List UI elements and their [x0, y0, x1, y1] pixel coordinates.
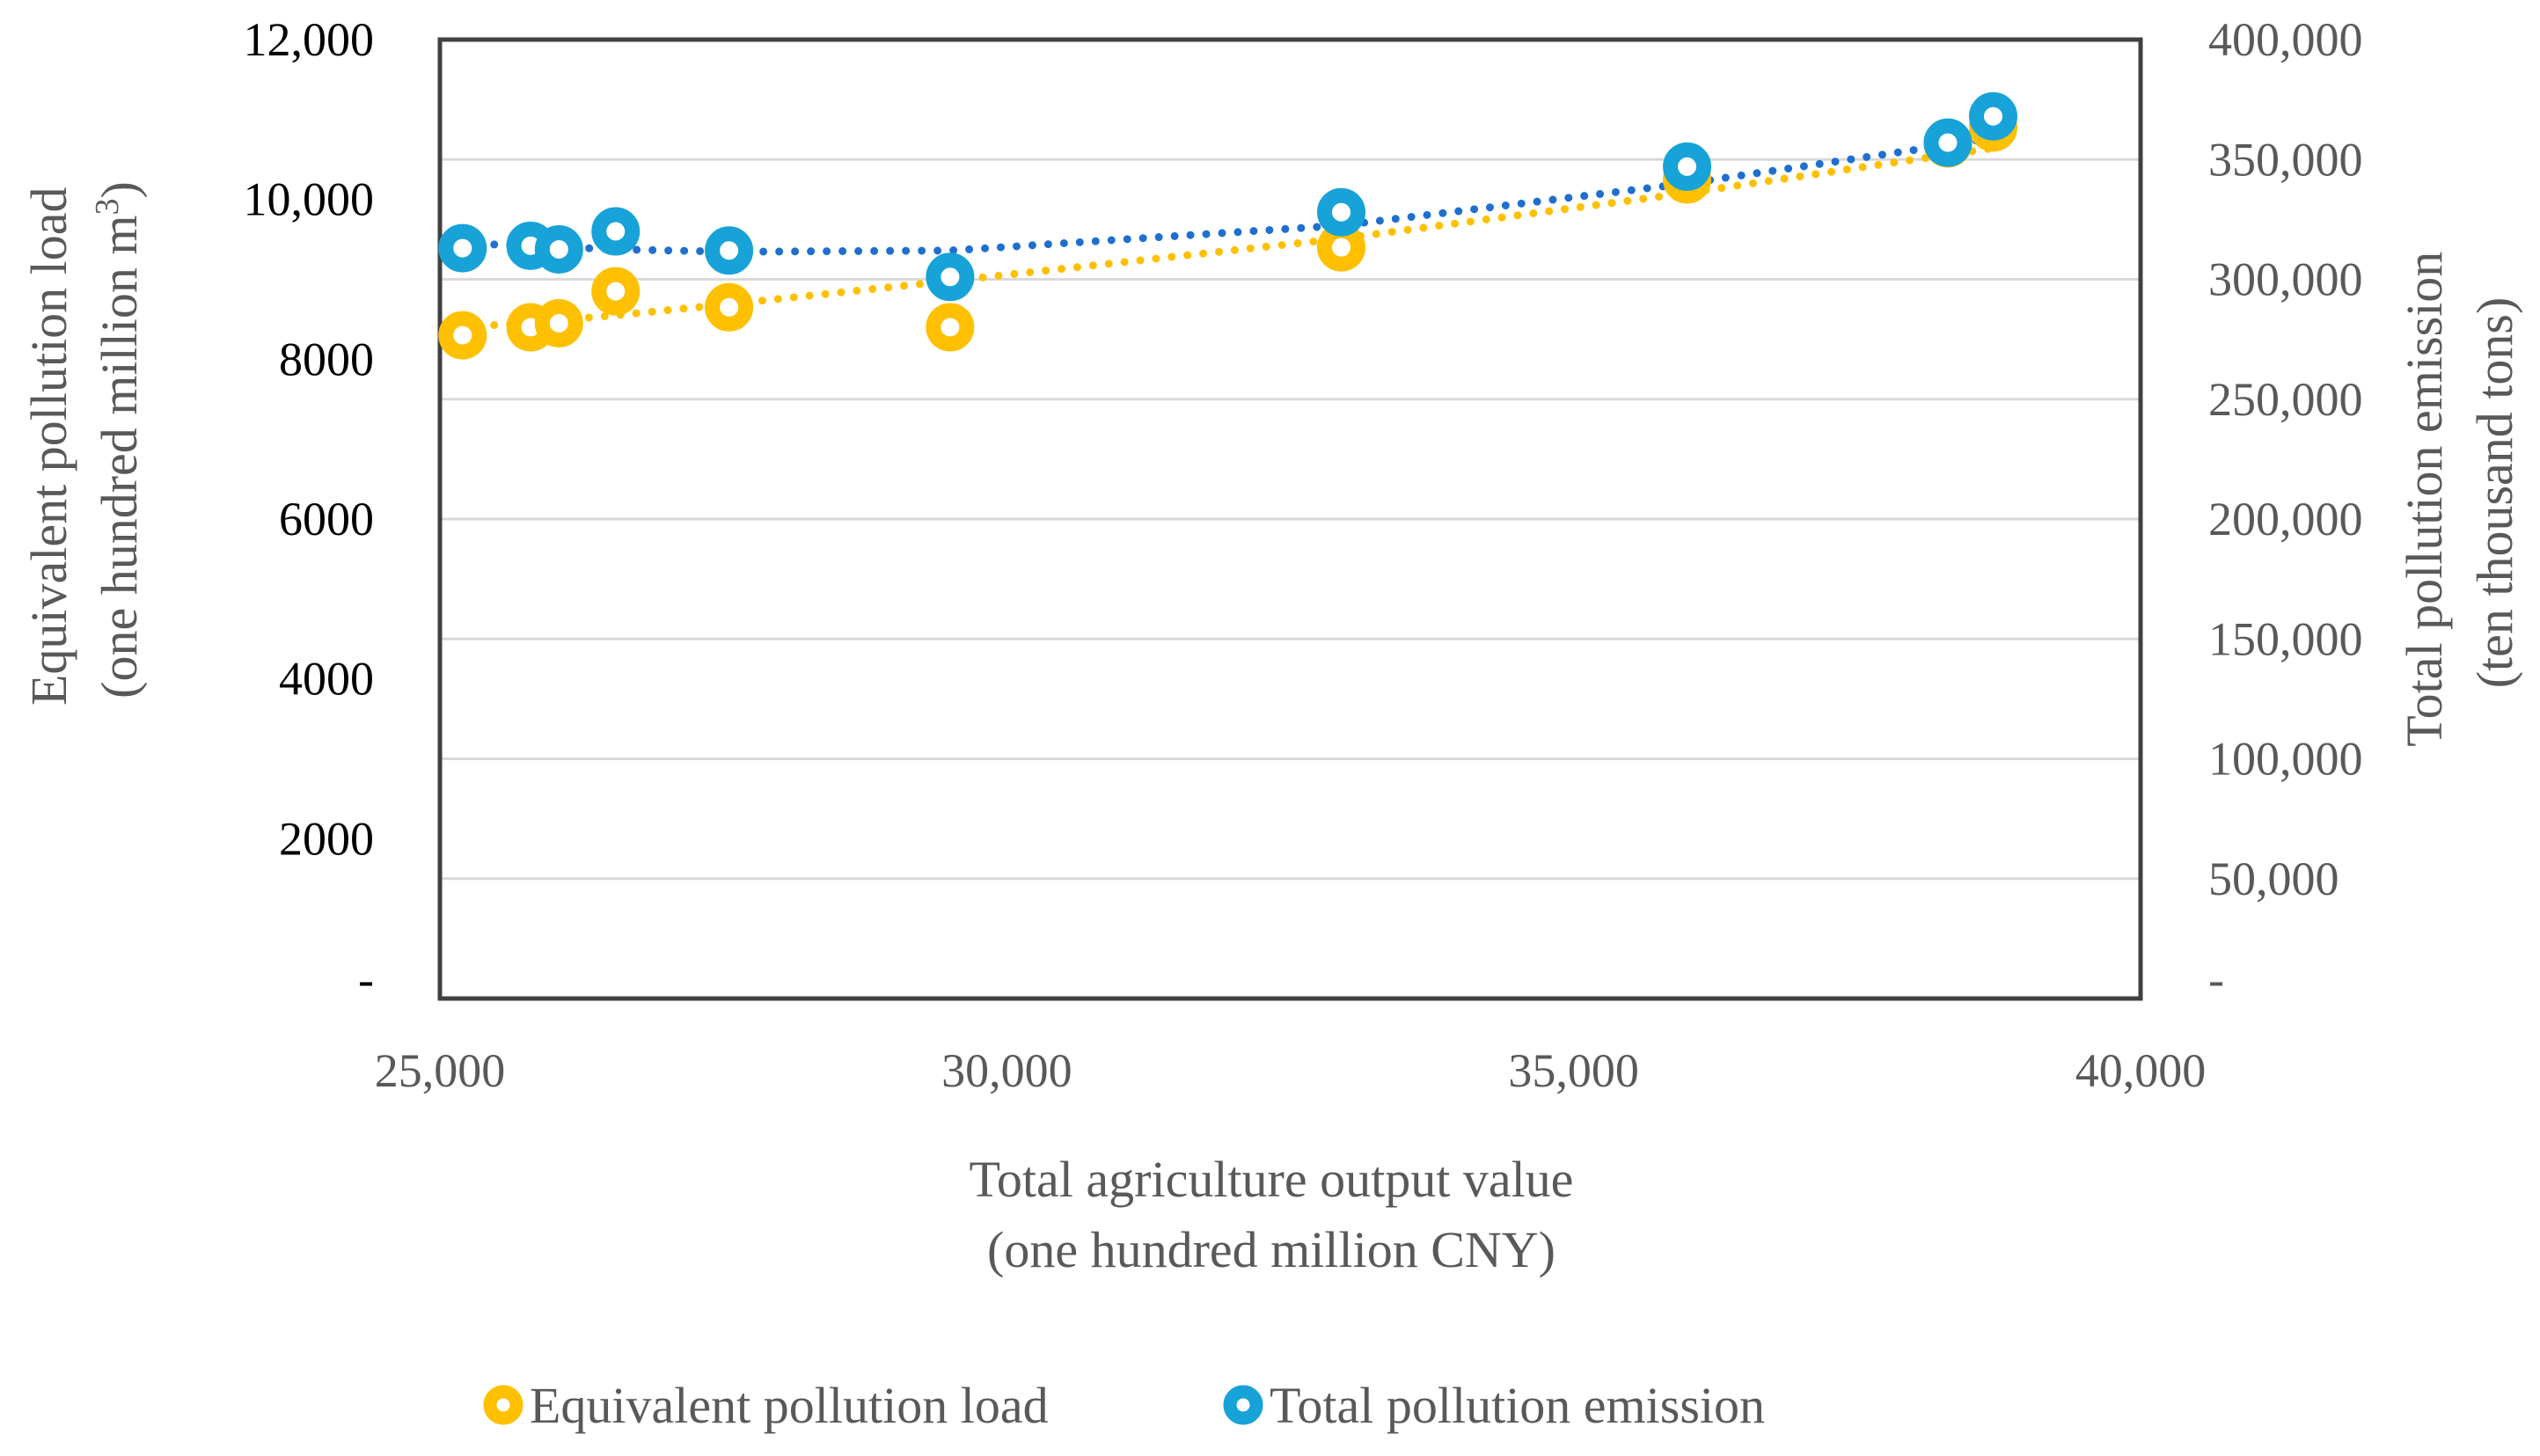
legend-equivalent-pollution-load: Equivalent pollution load [483, 1377, 1049, 1434]
right-tick-label: 250,000 [2208, 373, 2363, 426]
marker-total-pollution-emission [1316, 187, 1365, 237]
x-axis-ticks: 25,000 30,000 35,000 40,000 [375, 1044, 2207, 1097]
marker-total-pollution-emission [926, 252, 975, 302]
marker-equivalent-pollution-load [534, 298, 583, 348]
right-tick-label: 200,000 [2208, 493, 2363, 545]
left-axis-title-superscript: 3 [89, 199, 126, 216]
trendlines [458, 134, 1997, 332]
trendline-total-pollution-emission [458, 134, 1997, 256]
gridlines [440, 38, 2141, 881]
x-tick-label: 40,000 [2075, 1044, 2207, 1097]
right-tick-label: 100,000 [2208, 733, 2363, 786]
marker-equivalent-pollution-load [438, 311, 487, 360]
x-tick-label: 30,000 [941, 1044, 1072, 1097]
left-tick-label: 6000 [279, 493, 374, 545]
x-axis-title-line1: Total agriculture output value [970, 1151, 1574, 1208]
marker-equivalent-pollution-load [591, 267, 640, 316]
left-axis-ticks: - 2000 4000 6000 8000 10,000 12,000 [244, 13, 375, 1006]
data-markers [438, 91, 2017, 360]
left-tick-label: 8000 [279, 333, 374, 385]
marker-total-pollution-emission [438, 223, 487, 273]
legend-total-pollution-emission: Total pollution emission [1223, 1377, 1765, 1434]
left-axis-title: Equivalent pollution load (one hundred m… [20, 174, 148, 706]
legend-total-pollution-emission-marker [1223, 1385, 1263, 1425]
right-tick-label: - [2208, 953, 2224, 1006]
left-tick-label: 12,000 [244, 13, 375, 66]
right-tick-label: 400,000 [2208, 13, 2363, 66]
right-axis-title: Total pollution emission (ten thousand t… [2396, 238, 2523, 747]
legend-equivalent-pollution-load-label: Equivalent pollution load [530, 1377, 1049, 1434]
left-tick-label: 4000 [279, 653, 374, 706]
right-tick-label: 50,000 [2208, 852, 2339, 905]
legend-equivalent-pollution-load-marker [483, 1385, 523, 1425]
marker-total-pollution-emission [705, 226, 754, 275]
marker-total-pollution-emission [534, 224, 583, 274]
left-tick-label: - [358, 953, 374, 1006]
left-axis-title-line2: (one hundred million m3) [89, 181, 148, 699]
x-tick-label: 35,000 [1508, 1044, 1639, 1097]
marker-total-pollution-emission [591, 207, 640, 256]
marker-equivalent-pollution-load [926, 303, 975, 352]
x-axis-title-line2: (one hundred million CNY) [987, 1221, 1555, 1278]
marker-total-pollution-emission [1923, 118, 1973, 167]
right-axis-ticks: - 50,000 100,000 150,000 200,000 250,000 300,0… [2208, 13, 2363, 1006]
left-axis-title-line1: Equivalent pollution load [20, 187, 77, 706]
plot-area-frame [437, 37, 2143, 1001]
marker-total-pollution-emission [1968, 91, 2017, 141]
x-tick-label: 25,000 [375, 1044, 506, 1097]
right-tick-label: 150,000 [2208, 612, 2363, 665]
legend: Equivalent pollution load Total pollution… [483, 1377, 1765, 1434]
right-tick-label: 350,000 [2208, 133, 2363, 186]
right-axis-title-line1: Total pollution emission [2396, 252, 2453, 747]
trendline-equivalent-pollution-load [458, 144, 1997, 332]
marker-equivalent-pollution-load [705, 282, 754, 332]
left-tick-label: 10,000 [244, 173, 375, 226]
marker-total-pollution-emission [1663, 142, 1712, 191]
right-tick-label: 300,000 [2208, 253, 2363, 306]
legend-total-pollution-emission-label: Total pollution emission [1270, 1377, 1765, 1434]
right-axis-title-line2: (ten thousand tons) [2466, 297, 2523, 689]
left-tick-label: 2000 [279, 812, 374, 865]
